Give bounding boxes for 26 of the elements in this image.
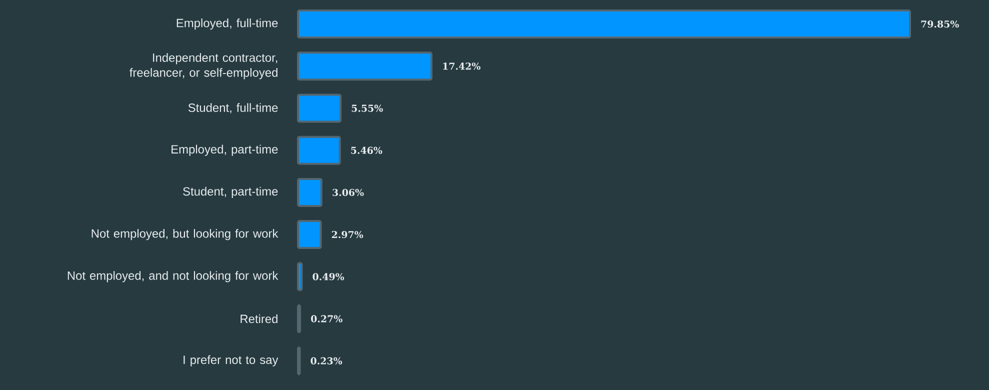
- bar: [297, 52, 433, 81]
- data-label: 79.85%: [921, 20, 959, 28]
- data-label: 3.06%: [332, 188, 364, 196]
- y-tick-label: Not employed, but looking for work: [92, 228, 278, 240]
- data-label: 0.23%: [310, 357, 342, 364]
- y-tick-label: Employed, full-time: [176, 18, 278, 30]
- y-tick-label: Student, full-time: [188, 103, 278, 114]
- bar: [297, 178, 322, 207]
- data-label: 2.97%: [332, 230, 364, 238]
- data-label: 17.42%: [443, 62, 480, 70]
- y-tick-label: Not employed, and not looking for work: [68, 271, 278, 282]
- bar: [297, 220, 322, 250]
- data-label: 5.46%: [351, 146, 382, 154]
- data-label: 0.49%: [312, 273, 344, 280]
- y-tick-label: Employed, part-time: [172, 144, 278, 156]
- bar: [297, 262, 303, 292]
- y-tick-label: Independent contractor, freelancer, or self-employed: [130, 53, 278, 80]
- bar: [297, 94, 342, 123]
- data-label: 0.27%: [311, 315, 342, 322]
- bar: [297, 304, 302, 334]
- y-tick-label: Retired: [240, 314, 278, 324]
- bar: [297, 136, 341, 165]
- y-tick-label: I prefer not to say: [184, 355, 278, 366]
- y-tick-label: Student, part-time: [183, 186, 278, 198]
- data-label: 5.55%: [352, 104, 383, 112]
- bar: [297, 10, 912, 39]
